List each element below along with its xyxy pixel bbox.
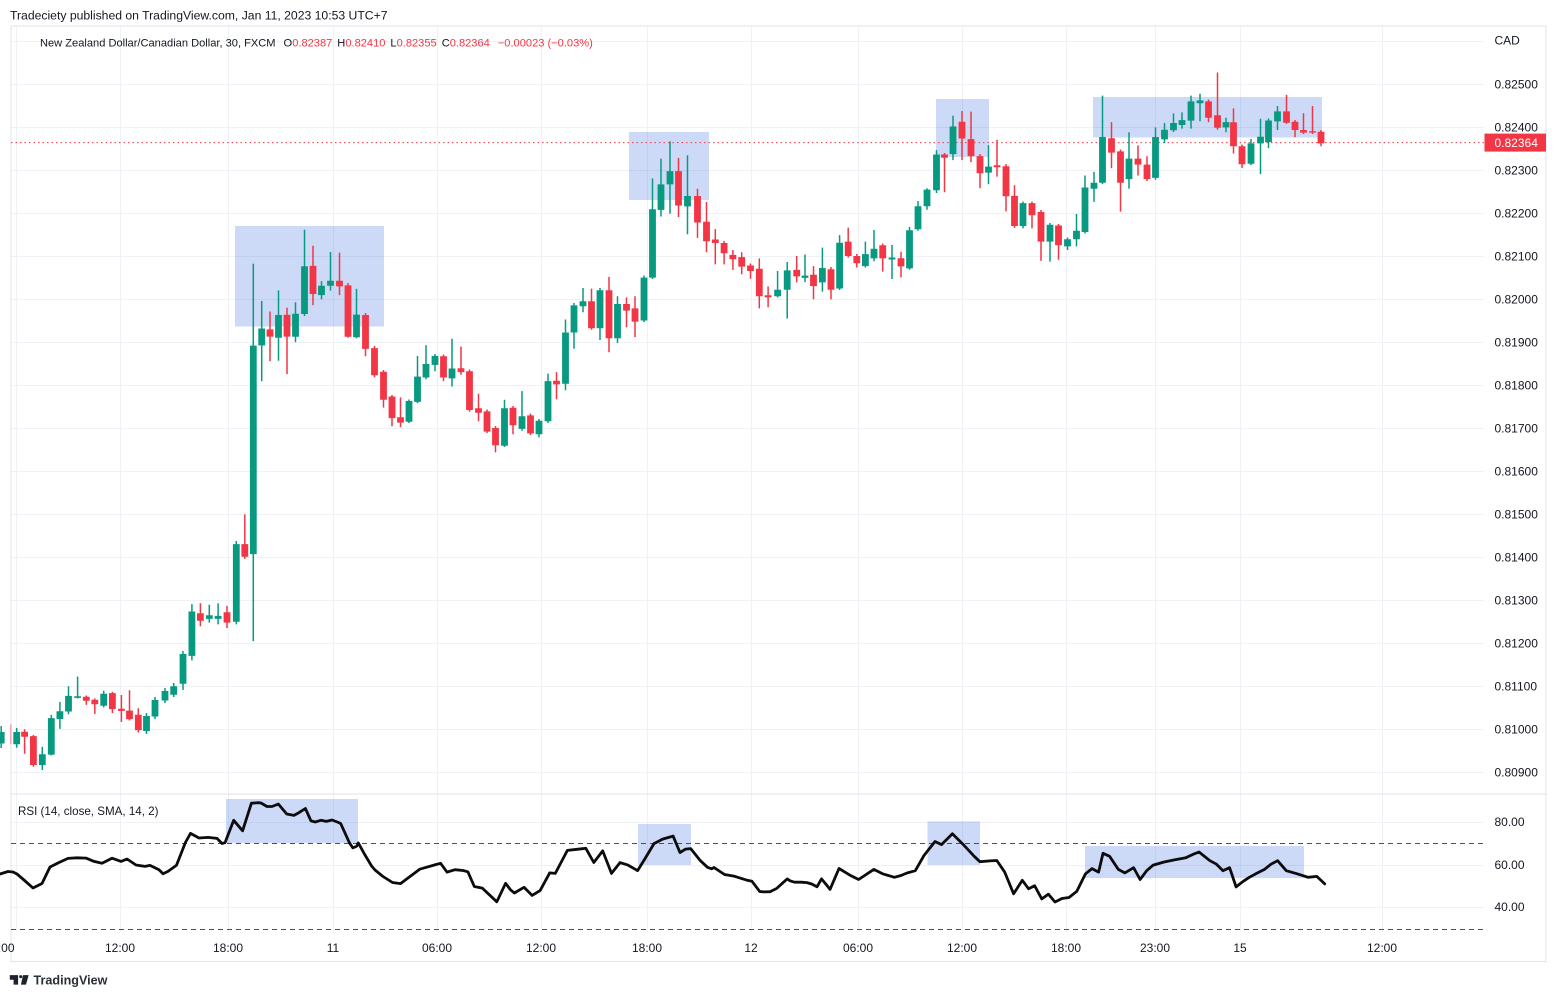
svg-text:0.82000: 0.82000: [1495, 293, 1539, 307]
svg-text:12:00: 12:00: [105, 941, 135, 955]
svg-text:0.81200: 0.81200: [1495, 636, 1539, 650]
svg-text:0.81500: 0.81500: [1495, 507, 1539, 521]
svg-text:0.81600: 0.81600: [1495, 464, 1539, 478]
svg-text:0.82400: 0.82400: [1495, 121, 1539, 135]
svg-text:0.81100: 0.81100: [1495, 679, 1538, 693]
svg-text:80.00: 80.00: [1495, 815, 1525, 829]
svg-text:12:00: 12:00: [1367, 941, 1397, 955]
svg-text:15: 15: [1233, 941, 1247, 955]
svg-text:12:00: 12:00: [526, 941, 556, 955]
svg-text:0.82100: 0.82100: [1495, 250, 1539, 264]
svg-text:06:00: 06:00: [422, 941, 452, 955]
svg-text:60.00: 60.00: [1495, 858, 1525, 872]
svg-text:RSI (14, close, SMA, 14, 2): RSI (14, close, SMA, 14, 2): [18, 805, 159, 818]
svg-text:6:00: 6:00: [0, 941, 15, 955]
svg-text:23:00: 23:00: [1140, 941, 1170, 955]
svg-text:0.81400: 0.81400: [1495, 550, 1539, 564]
svg-text:0.81700: 0.81700: [1495, 422, 1539, 436]
svg-text:0.80900: 0.80900: [1495, 765, 1539, 779]
svg-text:Tradeciety published on Tradin: Tradeciety published on TradingView.com,…: [10, 9, 388, 23]
svg-text:18:00: 18:00: [632, 941, 662, 955]
svg-text:0.82500: 0.82500: [1495, 78, 1539, 92]
svg-text:0.81000: 0.81000: [1495, 722, 1539, 736]
svg-text:0.81800: 0.81800: [1495, 379, 1539, 393]
svg-text:12: 12: [744, 941, 758, 955]
svg-text:0.82200: 0.82200: [1495, 207, 1539, 221]
svg-text:0.82364: 0.82364: [1495, 136, 1539, 150]
svg-text:0.81300: 0.81300: [1495, 593, 1539, 607]
svg-text:40.00: 40.00: [1495, 900, 1525, 914]
svg-text:12:00: 12:00: [947, 941, 977, 955]
svg-text:CAD: CAD: [1495, 34, 1521, 48]
svg-text:New Zealand Dollar/Canadian Do: New Zealand Dollar/Canadian Dollar, 30, …: [40, 38, 593, 50]
svg-text:TradingView: TradingView: [34, 974, 108, 988]
svg-text:18:00: 18:00: [213, 941, 243, 955]
svg-text:06:00: 06:00: [843, 941, 873, 955]
svg-text:0.81900: 0.81900: [1495, 336, 1539, 350]
svg-text:11: 11: [327, 941, 340, 955]
svg-text:0.82300: 0.82300: [1495, 164, 1539, 178]
svg-text:18:00: 18:00: [1051, 941, 1081, 955]
